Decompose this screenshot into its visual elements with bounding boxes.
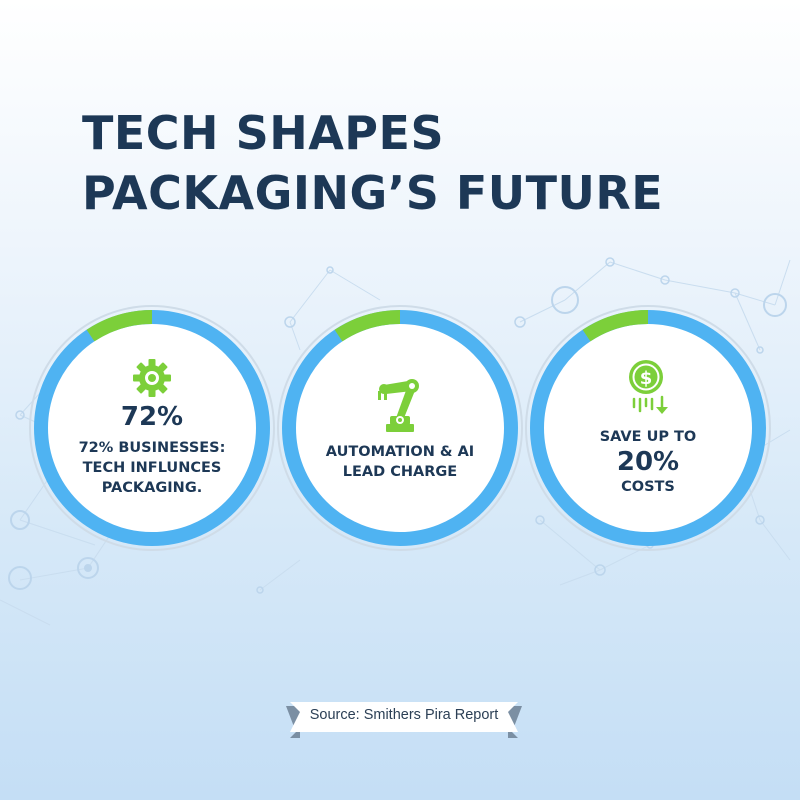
svg-text:$: $ (640, 368, 653, 389)
stat-value: 72% (120, 402, 184, 432)
gear-icon (133, 359, 171, 397)
stat-description-line-1: 72% BUSINESSES: (78, 440, 226, 456)
stat-description-line-1: AUTOMATION & AI (325, 444, 475, 460)
robotic-arm-icon (378, 379, 419, 432)
page-title: TECH SHAPES PACKAGING’S FUTURE (82, 103, 663, 223)
dollar-coin-down-icon: $ (629, 360, 668, 414)
stat-prefix: SAVE UP TO (599, 429, 697, 445)
stat-card-automation: AUTOMATION & AI LEAD CHARGE (276, 304, 524, 552)
stat-card-cost-savings: $ SAVE UP TO 20% COSTS (524, 304, 772, 552)
stat-description-line-2: LEAD CHARGE (342, 464, 458, 480)
progress-ring (525, 305, 771, 551)
title-line-2: PACKAGING’S FUTURE (82, 166, 664, 220)
stat-value: 20% (616, 447, 680, 477)
card-content: $ SAVE UP TO 20% COSTS (546, 326, 750, 530)
title-line-1: TECH SHAPES (82, 106, 445, 160)
source-label: Source: Smithers Pira Report (309, 707, 499, 723)
card-content: AUTOMATION & AI LEAD CHARGE (298, 326, 502, 530)
stat-description-line-2: TECH INFLUNCES (82, 460, 222, 476)
stat-card-tech-influence: 72% 72% BUSINESSES: TECH INFLUNCES PACKA… (28, 304, 276, 552)
card-content: 72% 72% BUSINESSES: TECH INFLUNCES PACKA… (50, 326, 254, 530)
ribbon-shape (286, 702, 522, 738)
stat-suffix: COSTS (621, 479, 675, 495)
source-banner: Source: Smithers Pira Report (286, 698, 522, 738)
stat-description-line-3: PACKAGING. (101, 480, 203, 496)
progress-ring (29, 305, 275, 551)
